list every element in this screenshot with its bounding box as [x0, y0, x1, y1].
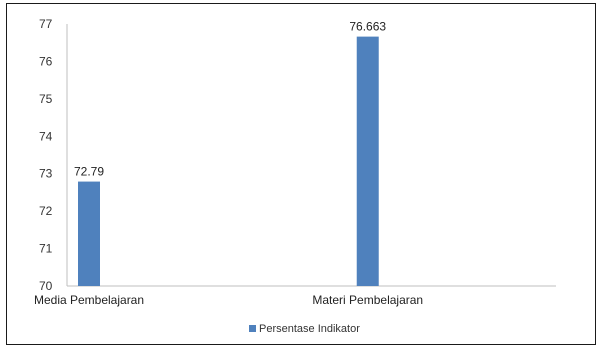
legend: Persentase Indikator [249, 323, 360, 335]
category-label-1: Media Pembelajaran [34, 293, 144, 307]
y-tick-label: 71 [39, 242, 53, 256]
data-labels: 72.79 76.663 [74, 20, 386, 179]
x-axis-category-labels: Media Pembelajaran Materi Pembelajaran [34, 293, 423, 307]
bars [78, 36, 379, 286]
data-label-1: 72.79 [74, 165, 104, 179]
y-tick-label: 77 [39, 17, 53, 31]
y-tick-label: 76 [39, 54, 53, 68]
y-tick-label: 75 [39, 92, 53, 106]
legend-label: Persentase Indikator [259, 323, 360, 335]
y-tick-label: 73 [39, 167, 53, 181]
y-tick-label: 70 [39, 279, 53, 293]
data-label-2: 76.663 [349, 20, 386, 34]
y-axis-ticks: 70 71 72 73 74 75 76 77 [39, 17, 53, 293]
bar-1 [78, 181, 100, 286]
category-label-2: Materi Pembelajaran [312, 293, 423, 307]
chart-frame [6, 3, 596, 345]
bar-2 [356, 36, 379, 286]
y-tick-label: 74 [39, 129, 53, 143]
y-tick-label: 72 [39, 204, 53, 218]
legend-swatch [249, 325, 256, 332]
